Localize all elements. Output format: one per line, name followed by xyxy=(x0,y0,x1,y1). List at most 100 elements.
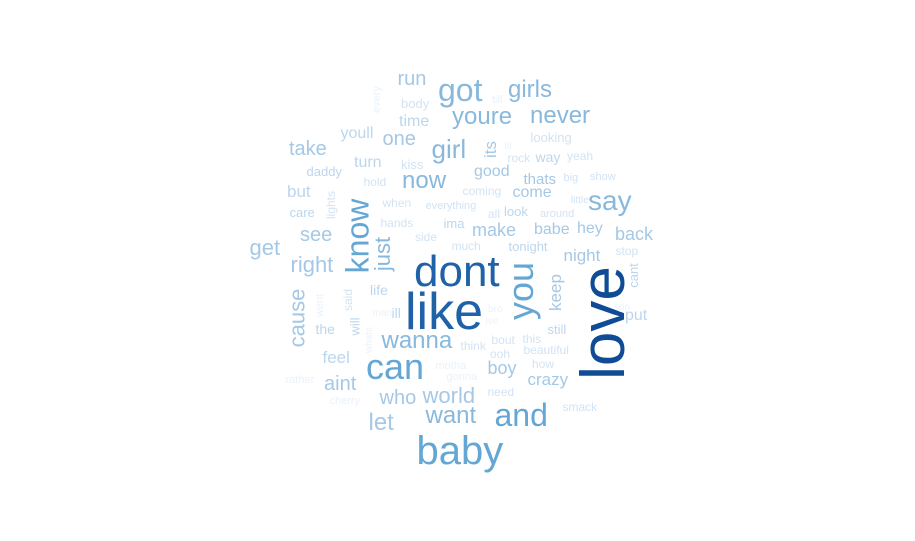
word-right: right xyxy=(290,252,334,277)
word-still: still xyxy=(547,321,567,337)
word-everything: everything xyxy=(425,199,477,212)
word-make: make xyxy=(472,220,517,240)
word-back: back xyxy=(615,224,654,244)
word-spo: spo xyxy=(614,302,631,313)
word-much: much xyxy=(451,239,481,253)
word-aint: aint xyxy=(324,373,357,395)
word-say: say xyxy=(588,185,632,216)
word-put: put xyxy=(625,307,648,324)
word-night: night xyxy=(563,245,601,265)
word-good: good xyxy=(474,163,510,180)
word-cant: cant xyxy=(625,262,641,288)
word-will: will xyxy=(347,316,363,336)
word-boy: boy xyxy=(487,358,517,378)
word-big: big xyxy=(563,171,579,184)
word-look: look xyxy=(504,203,528,219)
word-lights: lights xyxy=(324,190,339,220)
word-thats: thats xyxy=(523,170,557,188)
word-smack: smack xyxy=(562,400,598,414)
word-come: come xyxy=(512,184,552,201)
word-want: want xyxy=(425,402,477,429)
word-said: said xyxy=(341,288,356,312)
word-turn: turn xyxy=(354,154,382,171)
word-its: its xyxy=(480,140,500,158)
word-know: know xyxy=(338,198,375,274)
word-keep: keep xyxy=(545,273,565,311)
word-gonna: gonna xyxy=(446,370,478,383)
word-now: now xyxy=(402,167,447,194)
word-ooh: ooh xyxy=(490,347,511,361)
word-who: who xyxy=(379,387,417,409)
word-went: went xyxy=(313,293,326,317)
word-got: got xyxy=(438,72,483,108)
word-girls: girls xyxy=(508,76,553,103)
word-you: you xyxy=(500,261,542,321)
word-coming: coming xyxy=(462,184,502,198)
word-ill: ill xyxy=(391,305,401,321)
word-hold: hold xyxy=(363,175,387,189)
word-like: like xyxy=(405,283,484,341)
word-can: can xyxy=(366,346,425,387)
word-hands: hands xyxy=(380,216,414,230)
word-let: let xyxy=(368,409,394,436)
word-all: all xyxy=(488,207,501,221)
word-run: run xyxy=(397,68,427,90)
word-every: every xyxy=(370,85,383,113)
word-way: way xyxy=(535,149,561,165)
word-body: body xyxy=(401,95,430,111)
word-care: care xyxy=(289,204,315,220)
word-dont: dont xyxy=(414,247,500,296)
word-baby: baby xyxy=(416,429,504,473)
word-world: world xyxy=(422,383,476,408)
word-think: think xyxy=(460,339,486,353)
word-how: how xyxy=(532,357,555,371)
word-when: when xyxy=(382,196,412,210)
word-one: one xyxy=(382,128,416,150)
word-this: this xyxy=(522,332,542,346)
word-youll: youll xyxy=(340,125,374,142)
word-the: the xyxy=(315,321,335,337)
word-just: just xyxy=(370,236,396,272)
word-til: til xyxy=(504,141,512,152)
word-youre: youre xyxy=(452,103,513,130)
word-daddy: daddy xyxy=(306,163,342,179)
word-but: but xyxy=(287,181,311,201)
word-time: time xyxy=(399,113,430,130)
word-beautiful: beautiful xyxy=(523,343,569,357)
word-stop: stop xyxy=(615,244,639,258)
word-never: never xyxy=(530,102,591,129)
word-motha: motha xyxy=(435,359,467,372)
word-girl: girl xyxy=(431,134,467,164)
word-yeah: yeah xyxy=(567,149,594,163)
word-bout: bout xyxy=(491,333,515,347)
word-around: around xyxy=(540,207,575,220)
word-see: see xyxy=(300,224,333,246)
word-side: side xyxy=(415,230,438,244)
word-little: little xyxy=(571,195,589,206)
word-wanna: wanna xyxy=(381,327,453,354)
word-till: till xyxy=(492,93,503,106)
word-whats: whats xyxy=(364,326,376,354)
word-babe: babe xyxy=(534,221,570,238)
word-show: show xyxy=(590,170,616,183)
word-need: need xyxy=(487,385,515,399)
word-hey: hey xyxy=(577,220,603,237)
word-and: and xyxy=(494,397,548,433)
word-life: life xyxy=(370,282,388,298)
word-tonight: tonight xyxy=(508,238,548,254)
word-man: man xyxy=(372,308,392,319)
word-bro: bro xyxy=(488,304,503,315)
word-crazy: crazy xyxy=(527,369,569,389)
word-cherry: cherry xyxy=(329,394,361,407)
word-ima: ima xyxy=(443,215,465,231)
word-looking: looking xyxy=(530,129,572,145)
word-cause: cause xyxy=(283,288,309,348)
word-rather: rather xyxy=(285,373,315,386)
word-get: get xyxy=(249,235,281,260)
word-ive: ive xyxy=(485,316,499,327)
word-take: take xyxy=(289,138,327,160)
word-feel: feel xyxy=(322,347,350,367)
word-rock: rock xyxy=(507,151,531,165)
word-kiss: kiss xyxy=(401,156,424,172)
